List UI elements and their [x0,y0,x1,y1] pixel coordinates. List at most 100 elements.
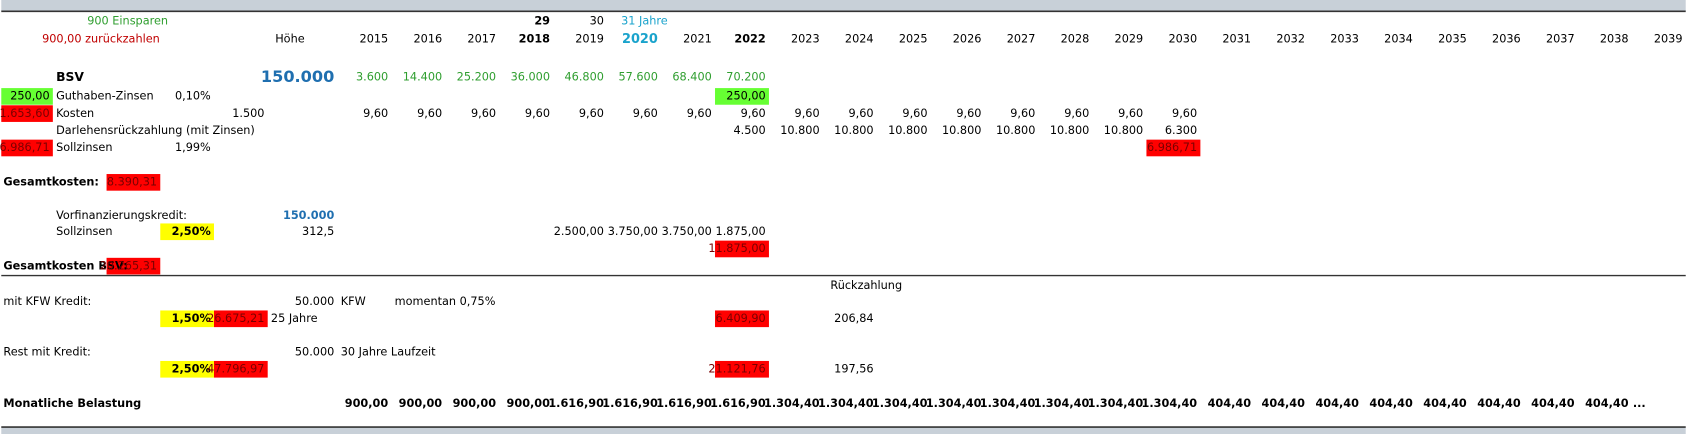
cell-text: 2034 [1384,33,1413,46]
cell-text: 9,60 [1172,107,1197,120]
cell-text: 25.200 [457,70,496,83]
cell-text: 1.304,40 [1088,397,1144,410]
cell-text: 2024 [845,33,874,46]
cell-text: 50.000 [295,295,334,308]
cell-text: 2,50% [172,363,211,376]
cell-text: 10.800 [834,124,873,137]
cell-text: 2027 [1007,33,1036,46]
cell-text: 1.875,00 [716,225,766,238]
cell-fill [213,310,268,328]
cell-text: 2018 [519,33,551,46]
cell-text: 3.750,00 [662,225,712,238]
cell-text: 2037 [1546,33,1575,46]
cell-text: 1.616,90 [710,397,766,410]
cell-text: 2020 [622,32,658,47]
cell-text: 1,99% [175,141,211,154]
bottom-strip [1,427,1686,434]
cell-text: 68.400 [672,70,711,83]
cell-text: ... [1633,397,1646,410]
cell-text: 206,84 [834,312,873,325]
cell-fill [1146,139,1201,157]
cell-text: 9,60 [471,107,496,120]
cell-text: Vorfinanzierungskredit: [56,209,187,222]
cell-text: 6.986,71 [0,141,50,154]
cell-text: 9,60 [579,107,604,120]
cell-text: 29 [534,14,550,27]
cell-text: 900,00 [453,397,497,410]
cell-text: 150.000 [261,67,334,86]
cell-text: 404,40 [1262,397,1306,410]
cell-text: 2026 [953,33,982,46]
cell-text: 9,60 [956,107,981,120]
cell-text: 1.500 [232,107,264,120]
cell-text: 6.300 [1165,124,1197,137]
cell-text: 2021 [683,33,712,46]
cell-text: 0,10% [175,90,211,103]
cell-text: 2022 [734,33,765,46]
cell-text: 2016 [413,33,442,46]
cell-text: Monatliche Belastung [3,397,141,410]
cell-fill [715,240,769,258]
cell-text: 1.304,40 [1034,397,1090,410]
cell-fill [106,257,161,275]
cell-text: 900,00 [507,397,551,410]
cell-text: 1.304,40 [764,397,820,410]
cell-fill [715,360,769,378]
cell-text: 9,60 [848,107,873,120]
cell-text: 250,00 [10,90,49,103]
cell-fill [715,88,769,105]
cell-text: 57.600 [618,70,657,83]
cell-text: Guthaben-Zinsen [56,90,154,103]
cell-text: Sollzinsen [56,141,112,154]
cell-text: 9,60 [417,107,442,120]
cell-text: 9,60 [1010,107,1035,120]
cell-text: 21.121,76 [708,363,765,376]
cell-text: 10.800 [780,124,819,137]
cell-text: 30 [590,14,604,27]
cell-text: 1.304,40 [818,397,874,410]
cell-text: Sollzinsen [56,225,112,238]
cell-fill [160,223,214,241]
cell-text: 1.616,90 [602,397,658,410]
cell-text: 404,40 [1531,397,1575,410]
cell-text: 4.500 [733,124,765,137]
cell-text: 30 Jahre Laufzeit [341,345,436,358]
cell-text: 10.800 [942,124,981,137]
cell-text: 8.390,31 [107,176,157,189]
cell-text: Kosten [56,107,94,120]
cell-fill [1,105,53,122]
cell-text: 404,40 [1208,397,1252,410]
cell-text: 2015 [360,33,389,46]
cell-text: 10.800 [1050,124,1089,137]
cell-fills [1,88,1201,378]
cell-text: 20.265,31 [100,259,157,272]
cell-text: 10.800 [888,124,927,137]
cell-text: 3.600 [356,70,388,83]
cell-text: 10.800 [996,124,1035,137]
cell-text: 50.000 [295,345,334,358]
cell-text: 197,56 [834,363,873,376]
cell-text: 1.653,60 [0,107,50,120]
cell-text: 25 Jahre [271,312,318,325]
cell-text: 2030 [1168,33,1197,46]
cell-text: 46.800 [565,70,604,83]
cell-text: 900,00 [399,397,443,410]
cell-text: 2019 [575,33,604,46]
cell-text: 2039 [1654,33,1683,46]
cell-text: 9,60 [687,107,712,120]
cell-text: 2033 [1330,33,1359,46]
cell-text: 2038 [1600,33,1629,46]
cell-text: 2025 [899,33,928,46]
cell-text: 312,5 [302,225,334,238]
cell-fill [160,360,214,378]
cell-fill [213,360,268,378]
cell-text: 900,00 zurückzahlen [42,33,160,46]
cell-text: 2032 [1276,33,1305,46]
cell-text: KFW [341,295,366,308]
cell-text: 1,50% [172,312,211,325]
cell-fill [1,88,53,105]
cell-text: 1.304,40 [1142,397,1198,410]
cell-text: 26.675,21 [207,312,264,325]
